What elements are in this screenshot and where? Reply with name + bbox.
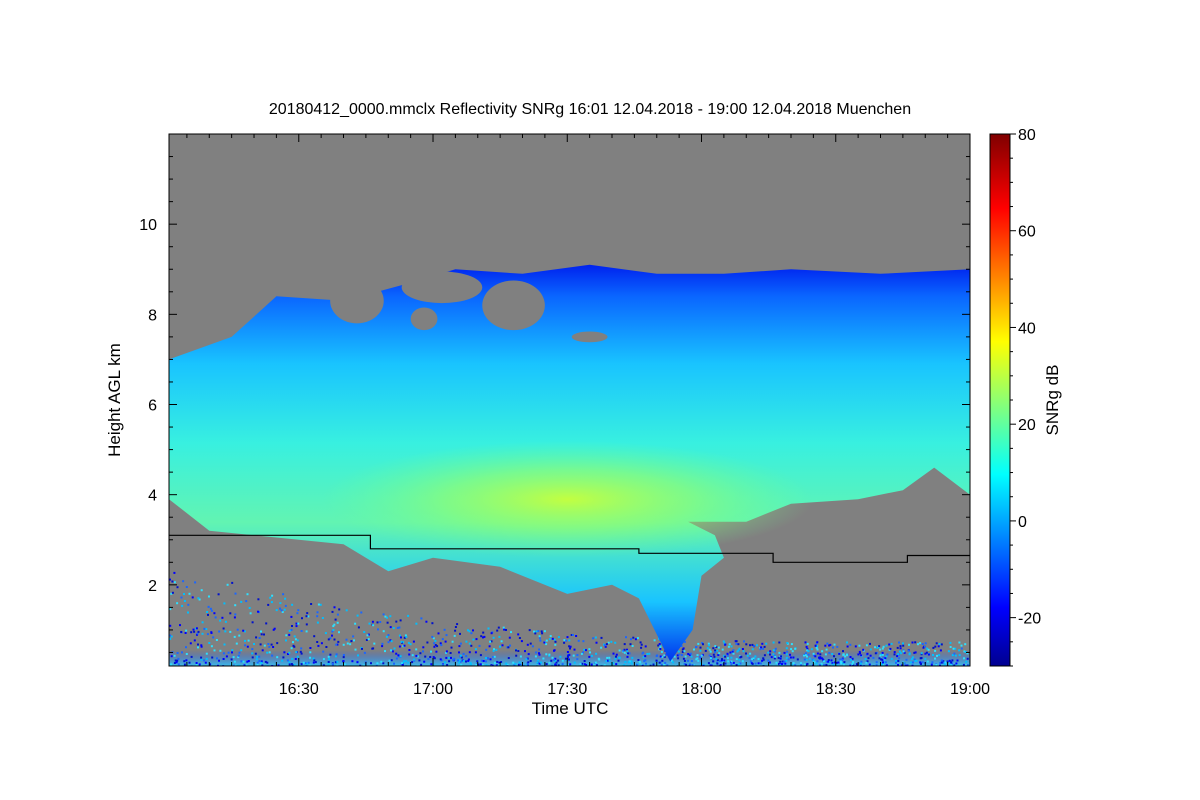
near-ground-clutter — [169, 571, 970, 666]
colorbar-scale — [989, 133, 1011, 667]
colorbar-tick-label: 20 — [1018, 417, 1036, 434]
colorbar-tick-label: -20 — [1018, 611, 1041, 628]
y-axis: 2 4 6 8 10 — [139, 133, 970, 653]
colorbar-label: SNRg dB — [1043, 365, 1062, 436]
y-tick-label: 2 — [148, 578, 157, 595]
y-tick-label: 6 — [148, 398, 157, 415]
x-tick-label: 17:00 — [413, 681, 453, 698]
x-tick-label: 19:00 — [950, 681, 990, 698]
x-axis: 16:30 17:00 17:30 18:00 18:30 19:00 — [186, 134, 990, 698]
cloud-gaps — [330, 271, 608, 343]
colorbar-tick-label: 40 — [1018, 320, 1036, 337]
plot-area — [169, 134, 970, 666]
colorbar-tick-label: 0 — [1018, 514, 1027, 531]
x-tick-label: 16:30 — [279, 681, 319, 698]
plot-frame — [168, 133, 971, 667]
x-tick-label: 18:30 — [816, 681, 856, 698]
colorbar: -20 0 20 40 60 80 — [989, 127, 1041, 667]
y-tick-label: 10 — [139, 217, 157, 234]
chart-title: 20180412_0000.mmclx Reflectivity SNRg 16… — [269, 101, 911, 118]
colorbar-tick-label: 60 — [1018, 224, 1036, 241]
y-tick-label: 4 — [148, 488, 157, 505]
x-tick-label: 18:00 — [681, 681, 721, 698]
x-tick-label: 17:30 — [547, 681, 587, 698]
melting-layer-line — [169, 534, 970, 563]
peak-reflectivity-region — [321, 440, 814, 558]
y-axis-label: Height AGL km — [105, 343, 124, 457]
colorbar-ticks: -20 0 20 40 60 80 — [1010, 127, 1041, 667]
x-axis-label: Time UTC — [532, 699, 609, 718]
colorbar-tick-label: 80 — [1018, 127, 1036, 144]
y-tick-label: 8 — [148, 307, 157, 324]
